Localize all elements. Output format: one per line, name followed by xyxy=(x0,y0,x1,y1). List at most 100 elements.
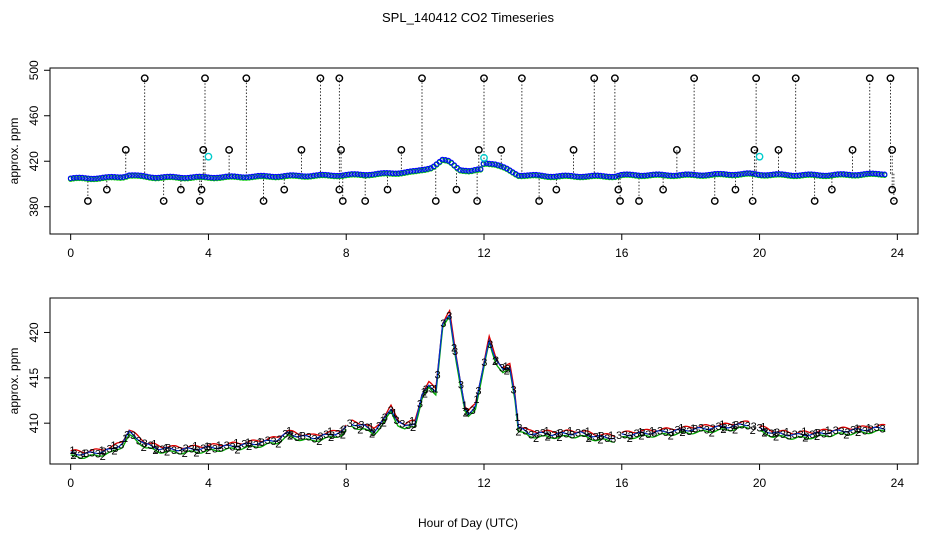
raw-point xyxy=(120,174,127,180)
raw-point xyxy=(829,172,835,178)
outlier-point xyxy=(338,197,347,205)
series-marker-3: 3 xyxy=(165,443,171,455)
series-marker-3: 3 xyxy=(581,428,587,440)
series-marker-1: 1 xyxy=(110,440,116,452)
series-marker-3: 3 xyxy=(628,431,634,443)
raw-point xyxy=(73,174,80,181)
raw-point xyxy=(861,171,867,177)
raw-point xyxy=(375,170,381,177)
series-marker-1: 1 xyxy=(81,448,87,460)
series-marker-3: 3 xyxy=(792,429,798,441)
series-marker-3: 3 xyxy=(557,427,563,439)
raw-point xyxy=(606,173,613,180)
series-marker-3: 3 xyxy=(616,430,622,442)
series-marker-3: 3 xyxy=(704,424,710,436)
raw-point xyxy=(855,171,862,178)
outlier-point xyxy=(418,74,426,83)
raw-point xyxy=(755,171,762,178)
outlier-point xyxy=(752,74,761,83)
series-marker-2: 2 xyxy=(492,356,498,368)
cyan-point xyxy=(755,152,764,161)
series-marker-1: 1 xyxy=(163,443,169,455)
series-marker-3: 3 xyxy=(739,419,745,431)
series-marker-1: 1 xyxy=(204,441,210,453)
raw-point xyxy=(849,172,856,178)
raw-point xyxy=(234,173,241,180)
raw-point xyxy=(580,173,586,180)
outlier-point xyxy=(791,74,800,83)
series-marker-2: 2 xyxy=(234,445,240,457)
series-marker-3: 3 xyxy=(288,429,294,441)
series-marker-2: 2 xyxy=(586,433,592,445)
outlier-point xyxy=(552,185,561,194)
series-marker-3: 3 xyxy=(868,424,874,436)
series-marker-1: 1 xyxy=(151,438,157,450)
series-marker-3: 3 xyxy=(212,443,218,455)
raw-point xyxy=(202,173,209,180)
raw-point xyxy=(416,167,422,173)
raw-point xyxy=(586,173,592,179)
outlier-point xyxy=(731,185,740,194)
raw-point xyxy=(228,173,235,179)
series-marker-3: 3 xyxy=(224,440,230,452)
series-marker-3: 3 xyxy=(270,436,276,448)
series-marker-2: 2 xyxy=(141,442,147,454)
raw-point xyxy=(811,171,818,178)
raw-point xyxy=(735,171,742,178)
y-tick-label: 460 xyxy=(27,105,41,125)
raw-point xyxy=(249,173,256,180)
outlier-point xyxy=(888,185,897,194)
series-marker-3: 3 xyxy=(475,385,481,397)
series-marker-3: 3 xyxy=(493,355,499,367)
x-tick-label: 24 xyxy=(891,246,905,260)
series-marker-3: 3 xyxy=(803,431,809,443)
raw-point xyxy=(779,171,785,177)
series-marker-3: 3 xyxy=(118,440,124,452)
series-marker-2: 2 xyxy=(533,433,539,445)
series-marker-3: 3 xyxy=(604,433,610,445)
raw-point xyxy=(764,172,771,178)
raw-point xyxy=(621,171,627,178)
raw-point xyxy=(419,166,425,173)
series-marker-3: 3 xyxy=(265,435,271,447)
series-marker-2: 2 xyxy=(70,450,76,462)
raw-point xyxy=(237,174,244,180)
raw-point xyxy=(565,172,572,179)
series-marker-2: 2 xyxy=(545,431,551,443)
raw-point xyxy=(577,173,583,180)
outlier-point xyxy=(886,74,895,83)
raw-point xyxy=(776,171,783,177)
series-marker-3: 3 xyxy=(171,445,177,457)
series-marker-3: 3 xyxy=(464,406,470,418)
outlier-point xyxy=(535,197,544,205)
raw-point xyxy=(143,173,150,180)
raw-point xyxy=(176,174,182,181)
series-marker-3: 3 xyxy=(727,422,733,434)
raw-point xyxy=(559,172,566,179)
raw-point xyxy=(199,173,206,180)
series-marker-3: 3 xyxy=(516,422,522,434)
raw-point xyxy=(521,172,528,179)
series-marker-2: 2 xyxy=(451,343,457,355)
raw-point xyxy=(372,171,379,177)
raw-point xyxy=(460,167,466,174)
series-marker-1: 1 xyxy=(286,425,292,437)
raw-point xyxy=(193,173,200,180)
raw-point xyxy=(670,172,677,179)
raw-point xyxy=(340,172,346,179)
top-y-axis-label: approx. ppm xyxy=(7,118,21,185)
raw-point xyxy=(284,172,291,179)
series-marker-3: 3 xyxy=(130,430,136,442)
series-marker-3: 3 xyxy=(218,442,224,454)
series-marker-1: 1 xyxy=(719,419,725,431)
x-tick-label: 0 xyxy=(67,246,74,260)
series-marker-3: 3 xyxy=(645,429,651,441)
raw-point xyxy=(867,170,873,177)
raw-point xyxy=(858,171,865,178)
x-tick-label: 4 xyxy=(205,246,212,260)
raw-point xyxy=(823,172,829,179)
raw-point xyxy=(518,172,525,179)
raw-point xyxy=(304,173,311,180)
series-marker-3: 3 xyxy=(487,339,493,351)
raw-point xyxy=(158,174,165,181)
